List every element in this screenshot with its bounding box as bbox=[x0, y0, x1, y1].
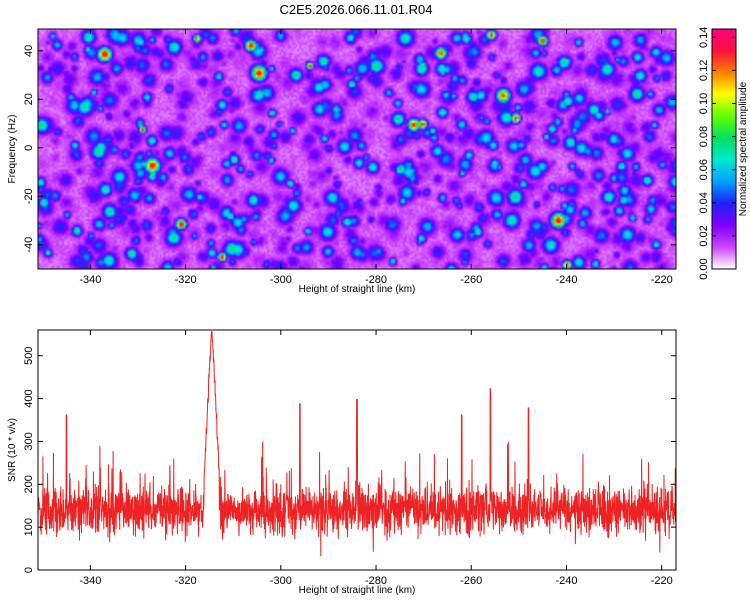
snr-ytick-label: 100 bbox=[23, 518, 35, 536]
snr-xtick-label: -340 bbox=[79, 575, 101, 587]
colorbar-tick-label: 0.02 bbox=[698, 225, 710, 246]
heatmap-ytick-label: 0 bbox=[23, 145, 35, 151]
heatmap-frame bbox=[37, 28, 677, 270]
heatmap-x-label: Height of straight line (km) bbox=[299, 284, 416, 295]
snr-xtick-label: -320 bbox=[175, 575, 197, 587]
colorbar: 0.00 0.02 0.04 0.06 0.08 0.10 0.12 0.14 Normali… bbox=[698, 27, 749, 280]
snr-y-label: SNR (10 * v/v) bbox=[7, 418, 18, 482]
colorbar-label: Normalized spectral amplitude bbox=[738, 81, 749, 216]
heatmap-ytick-label: -40 bbox=[23, 237, 35, 253]
snr-series-line bbox=[38, 331, 676, 557]
colorbar-tick-label: 0.04 bbox=[698, 192, 710, 213]
snr-xtick-label: -260 bbox=[460, 575, 482, 587]
snr-y-ticks: 0 100 200 300 400 500 bbox=[23, 347, 676, 573]
colorbar-ticks: 0.00 0.02 0.04 0.06 0.08 0.10 0.12 0.14 bbox=[698, 27, 736, 280]
heatmap-panel: -340 -320 -300 -280 -260 -240 -220 -40 -20 0 20 40… bbox=[7, 28, 677, 295]
snr-xtick-label: -280 bbox=[365, 575, 387, 587]
snr-xtick-label: -220 bbox=[651, 575, 673, 587]
snr-x-label: Height of straight line (km) bbox=[299, 585, 416, 596]
heatmap-xtick-label: -340 bbox=[79, 274, 101, 286]
heatmap-y-label: Frequency (Hz) bbox=[7, 115, 18, 184]
heatmap-xtick-label: -280 bbox=[365, 274, 387, 286]
colorbar-tick-label: 0.00 bbox=[698, 258, 710, 279]
heatmap-ytick-label: -20 bbox=[23, 188, 35, 204]
heatmap-xtick-label: -320 bbox=[175, 274, 197, 286]
heatmap-y-ticks: -40 -20 0 20 40 bbox=[23, 45, 676, 253]
snr-x-ticks: -340 -320 -300 -280 -260 -240 -220 bbox=[79, 330, 673, 587]
snr-xtick-label: -300 bbox=[270, 575, 292, 587]
snr-xtick-label: -240 bbox=[555, 575, 577, 587]
snr-ytick-label: 300 bbox=[23, 432, 35, 450]
figure-title: C2E5.2026.066.11.01.R04 bbox=[280, 2, 433, 17]
snr-ytick-label: 0 bbox=[23, 567, 35, 573]
snr-ytick-label: 500 bbox=[23, 347, 35, 365]
colorbar-tick-label: 0.10 bbox=[698, 93, 710, 114]
colorbar-gradient bbox=[711, 28, 737, 270]
snr-ytick-label: 400 bbox=[23, 389, 35, 407]
heatmap-ytick-label: 20 bbox=[23, 93, 35, 105]
colorbar-tick-label: 0.12 bbox=[698, 60, 710, 81]
snr-frame bbox=[37, 329, 677, 571]
colorbar-tick-label: 0.08 bbox=[698, 126, 710, 147]
heatmap-xtick-label: -220 bbox=[651, 274, 673, 286]
heatmap-xtick-label: -240 bbox=[555, 274, 577, 286]
heatmap-ytick-label: 40 bbox=[23, 45, 35, 57]
heatmap-x-ticks: -340 -320 -300 -280 -260 -240 -220 bbox=[79, 29, 673, 286]
colorbar-tick-label: 0.06 bbox=[698, 159, 710, 180]
heatmap-xtick-label: -260 bbox=[460, 274, 482, 286]
heatmap-xtick-label: -300 bbox=[270, 274, 292, 286]
colorbar-tick-label: 0.14 bbox=[698, 27, 710, 48]
snr-panel: -340 -320 -300 -280 -260 -240 -220 0 100 200 300 4… bbox=[7, 329, 677, 596]
snr-ytick-label: 200 bbox=[23, 475, 35, 493]
heatmap-image bbox=[38, 29, 676, 269]
